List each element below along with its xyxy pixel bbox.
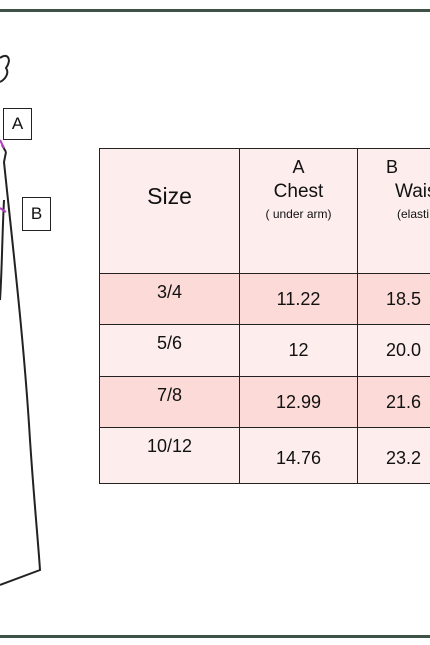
frame-top [0,9,430,12]
table-cell: 18.5 [357,273,430,325]
size-text: 7/8 [156,385,183,405]
table-cell: 5/6 [99,324,240,377]
measure-text: 12.99 [275,392,322,412]
label-a: A [3,108,32,140]
table-cell: 11.22 [239,273,358,325]
table-cell: 10/12 [99,427,240,484]
measure-text: 23.2 [386,448,422,468]
measure-text: 14.76 [275,448,322,468]
frame-bottom [0,635,430,638]
size-text: 5/6 [156,333,183,353]
table-cell: 14.76 [239,427,358,484]
table-cell: 21.6 [357,376,430,428]
table-cell: 12 [239,324,358,377]
label-b: B [22,197,51,231]
table-cell: 3/4 [99,273,240,325]
measure-text: 12 [288,340,309,360]
header-note: (elasti [397,207,430,221]
measure-text: 11.22 [276,289,321,309]
header-name: Wais [395,181,430,202]
table-cell: 7/8 [99,376,240,428]
header-letter: B [386,157,399,177]
measure-text: 21.6 [386,392,422,412]
header-name: Chest [273,181,324,202]
header-text: Size [147,183,192,209]
header-letter: A [292,157,305,177]
size-table: Size A Chest ( under arm) B Wais (elasti… [99,148,430,484]
table-cell: 23.2 [357,427,430,484]
size-text: 3/4 [156,282,183,302]
table-cell: 20.0 [357,324,430,377]
table-cell: 12.99 [239,376,358,428]
measure-text: 20.0 [386,340,422,360]
header-cell: A Chest ( under arm) [239,148,358,274]
dress-drawing [0,54,42,586]
size-text: 10/12 [146,436,193,456]
header-note: ( under arm) [265,207,332,221]
measure-text: 18.5 [386,289,422,309]
header-cell: Size [99,148,240,274]
header-cell: B Wais (elasti [357,148,430,274]
